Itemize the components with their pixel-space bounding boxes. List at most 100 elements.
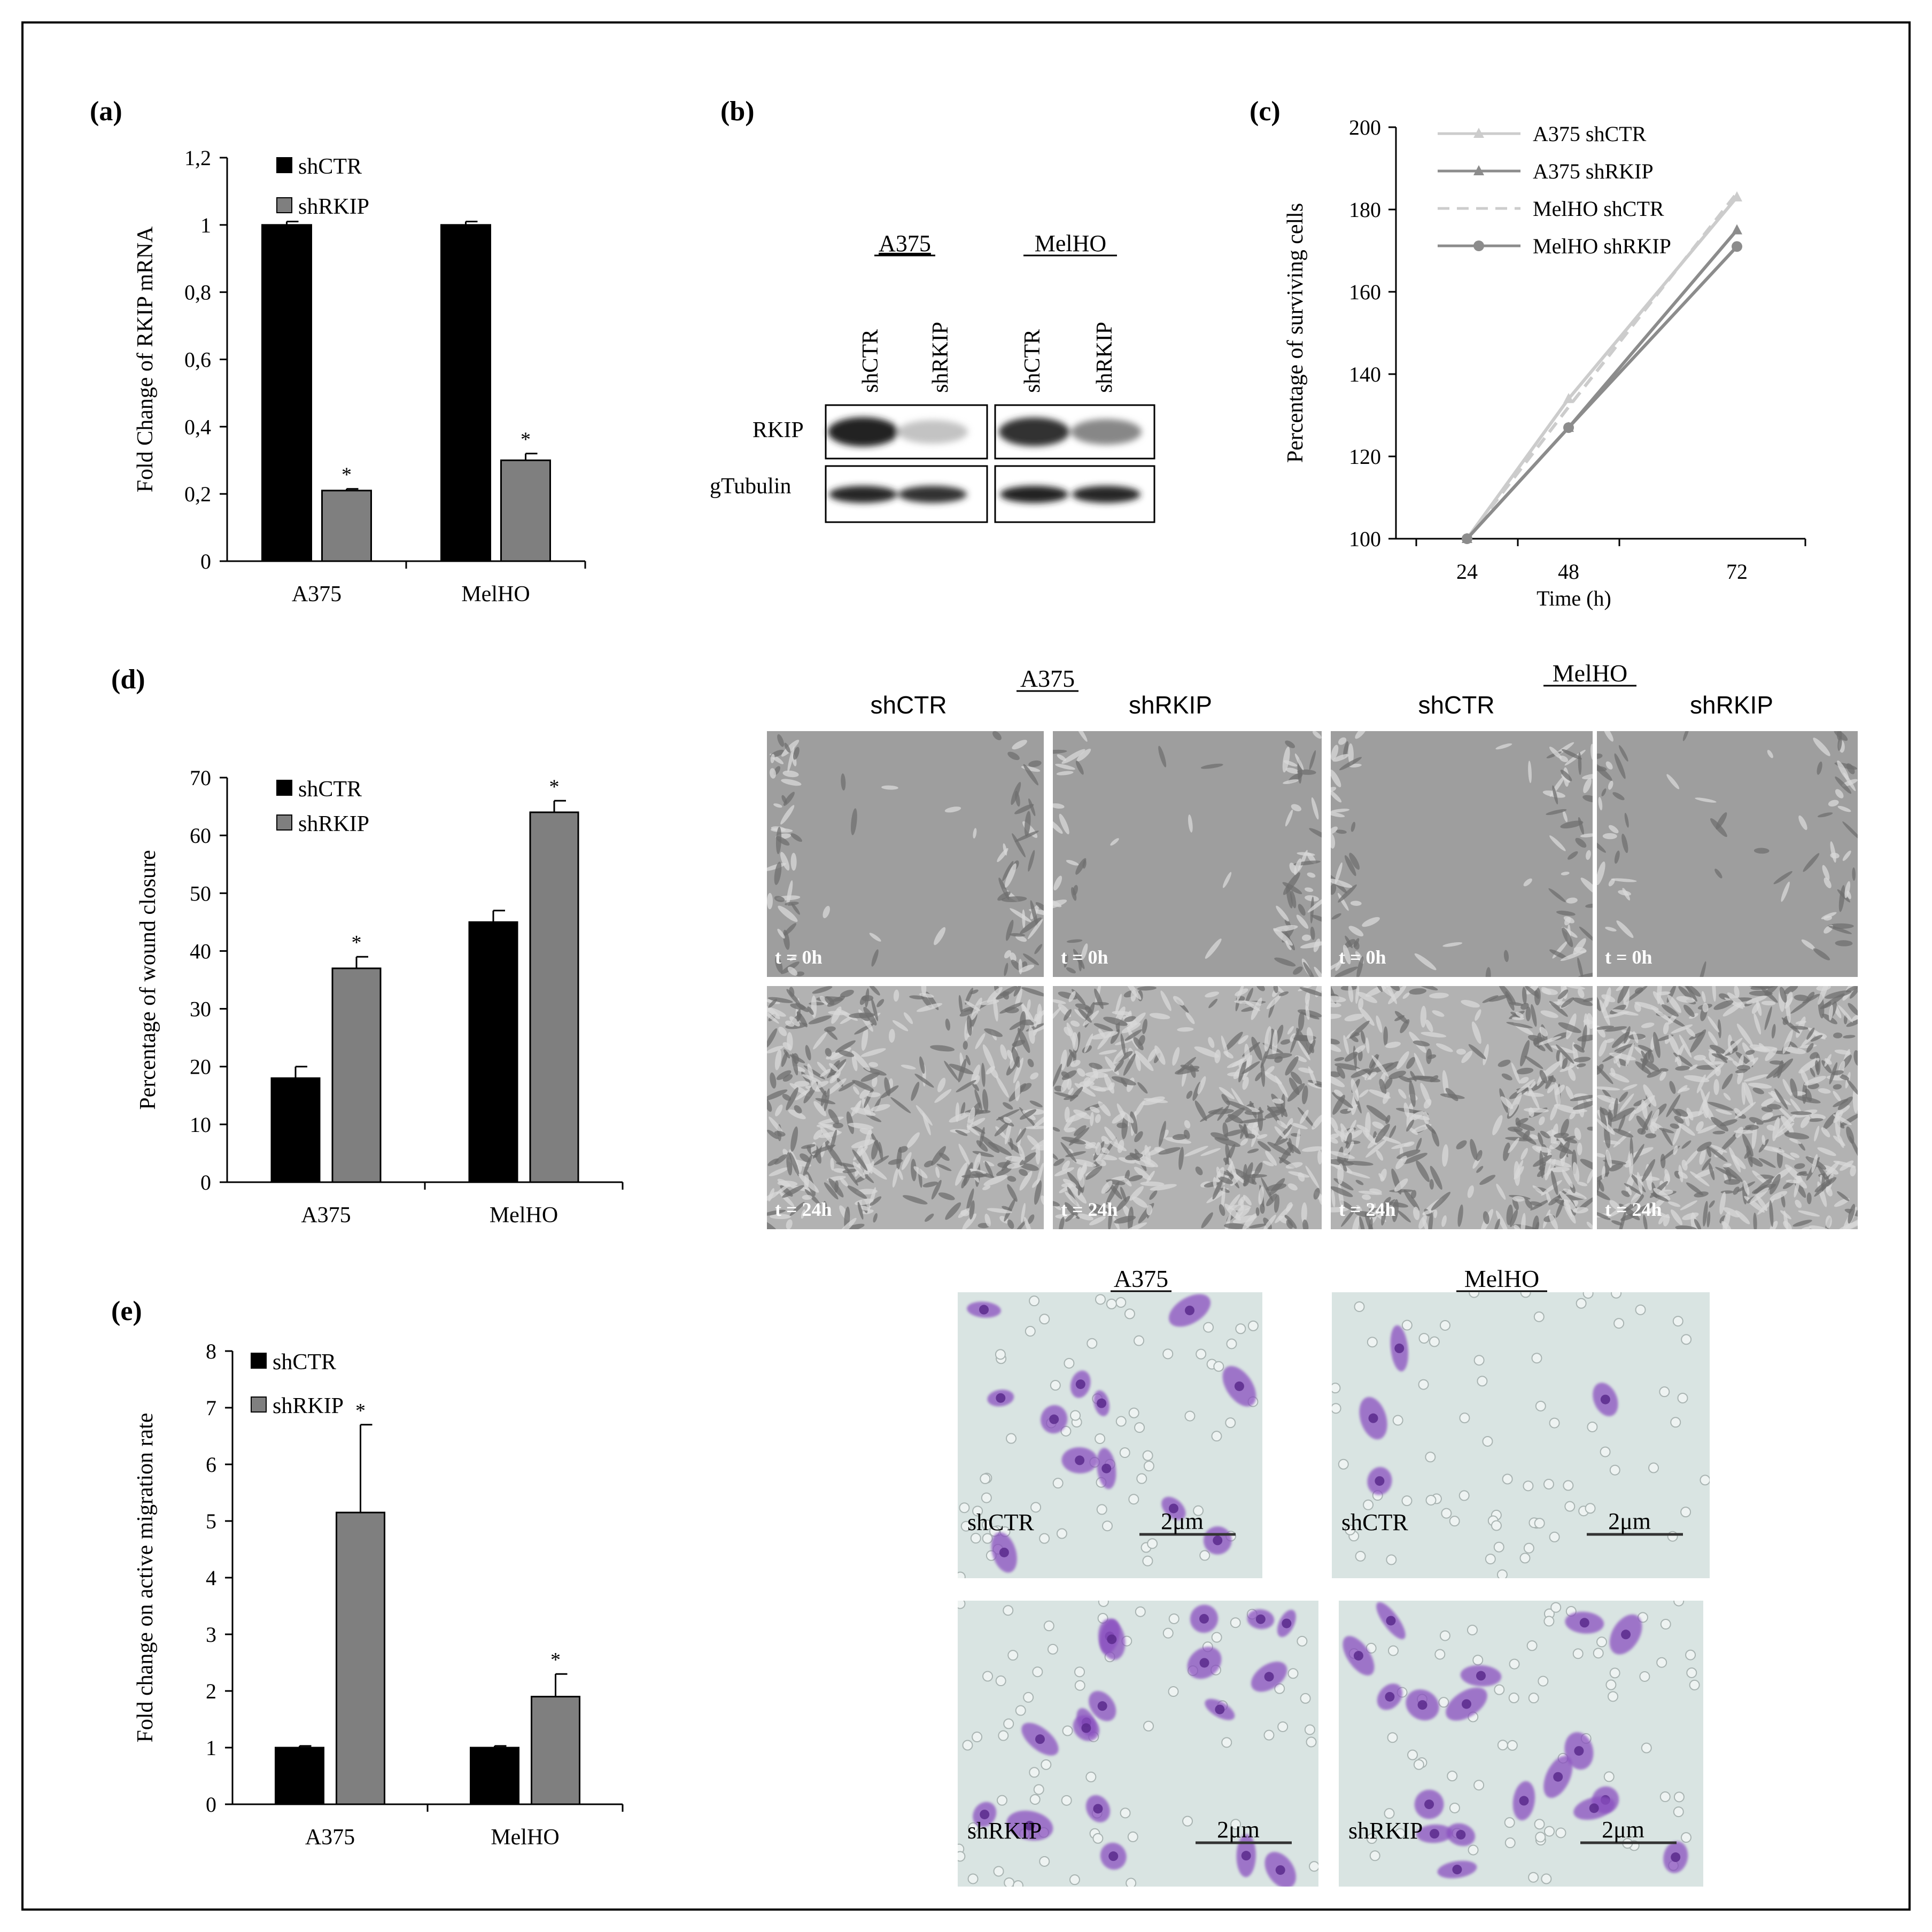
cell bbox=[1240, 1138, 1248, 1146]
cell bbox=[859, 1128, 873, 1135]
cell bbox=[767, 1007, 771, 1013]
cell bbox=[1468, 1044, 1486, 1060]
cell-nucleus bbox=[1097, 1398, 1107, 1408]
cell bbox=[1273, 928, 1293, 946]
cell bbox=[1495, 1210, 1509, 1229]
cell bbox=[1331, 744, 1339, 761]
series-line-MelHO shCTR bbox=[1465, 192, 1739, 540]
cell bbox=[983, 1175, 1007, 1186]
cell bbox=[1810, 1035, 1823, 1042]
bar-shCTR-MelHO bbox=[468, 921, 518, 1183]
cell bbox=[970, 989, 979, 995]
cell bbox=[1823, 915, 1832, 921]
cell bbox=[1332, 754, 1349, 762]
cell bbox=[1694, 1054, 1706, 1061]
membrane-pore bbox=[1211, 1632, 1222, 1643]
cell bbox=[767, 1028, 778, 1048]
cell bbox=[1243, 1162, 1253, 1186]
cell bbox=[1844, 881, 1851, 898]
membrane-pore bbox=[1611, 1292, 1622, 1299]
cell bbox=[1064, 1127, 1076, 1132]
cell bbox=[1496, 1183, 1506, 1200]
cell bbox=[1851, 1014, 1858, 1021]
cell bbox=[1640, 1058, 1661, 1072]
cell bbox=[767, 1209, 786, 1216]
cell bbox=[1583, 1019, 1593, 1025]
cell bbox=[785, 901, 799, 906]
cell bbox=[898, 1169, 903, 1180]
membrane-pore bbox=[1582, 1292, 1594, 1299]
cell bbox=[1066, 939, 1083, 943]
cell bbox=[1794, 1179, 1800, 1198]
cell bbox=[1560, 820, 1584, 829]
cell bbox=[1089, 1206, 1105, 1216]
cell bbox=[1601, 1166, 1605, 1180]
cell bbox=[892, 1020, 909, 1031]
cell bbox=[804, 1189, 821, 1206]
cell bbox=[1651, 1007, 1673, 1023]
cell bbox=[1824, 877, 1832, 888]
cell bbox=[1616, 920, 1634, 938]
cell bbox=[1431, 1129, 1440, 1147]
cell bbox=[1685, 1149, 1699, 1166]
cell bbox=[973, 1153, 981, 1173]
cell bbox=[1077, 1213, 1093, 1221]
cell bbox=[1709, 1200, 1715, 1208]
cell bbox=[1061, 749, 1085, 764]
transwell-image-tile: shCTR 2μm bbox=[958, 1292, 1262, 1578]
cell bbox=[1508, 1137, 1519, 1153]
cell bbox=[1789, 1041, 1798, 1050]
cell bbox=[1064, 1027, 1073, 1036]
membrane-pore bbox=[1413, 1759, 1424, 1770]
cell bbox=[1548, 1076, 1556, 1083]
membrane-pore bbox=[1012, 1880, 1023, 1887]
cell bbox=[1633, 1031, 1639, 1044]
cell-nucleus bbox=[1097, 1701, 1107, 1711]
cell bbox=[1403, 1153, 1427, 1164]
membrane-pore bbox=[1062, 1725, 1073, 1736]
cell bbox=[1313, 1188, 1320, 1200]
cell bbox=[1416, 1137, 1422, 1151]
x-tick-label: A375 bbox=[292, 582, 342, 607]
cell bbox=[1821, 1127, 1830, 1138]
cell bbox=[1577, 957, 1584, 977]
cell bbox=[870, 1196, 882, 1206]
membrane-pore bbox=[1386, 1554, 1397, 1565]
cell bbox=[1362, 1194, 1371, 1200]
cell bbox=[1551, 1170, 1558, 1195]
data-point bbox=[1732, 241, 1742, 252]
cell bbox=[1834, 1198, 1850, 1207]
cell bbox=[1106, 1181, 1120, 1205]
membrane-pore bbox=[958, 1851, 966, 1862]
cell bbox=[1503, 1142, 1510, 1161]
cell bbox=[1758, 1158, 1776, 1168]
cell bbox=[804, 1174, 809, 1189]
cell bbox=[1671, 1024, 1693, 1034]
membrane-pore bbox=[1039, 1533, 1050, 1544]
transwell-image bbox=[958, 1601, 1318, 1887]
cell bbox=[1555, 1199, 1564, 1218]
cell bbox=[783, 1049, 790, 1059]
cell bbox=[1337, 893, 1349, 911]
cell-nucleus bbox=[1476, 1671, 1486, 1681]
cell bbox=[1795, 1020, 1806, 1025]
cell bbox=[955, 1130, 968, 1136]
legend-marker bbox=[1473, 240, 1484, 251]
cell bbox=[1028, 1214, 1035, 1224]
cell bbox=[1562, 1169, 1573, 1188]
cell bbox=[865, 988, 870, 1008]
cell bbox=[1828, 925, 1852, 934]
cell bbox=[1539, 1150, 1544, 1178]
cell bbox=[1331, 913, 1341, 920]
cell bbox=[813, 1032, 827, 1050]
membrane-pore bbox=[1120, 1807, 1131, 1819]
cell bbox=[1224, 1107, 1245, 1123]
cell bbox=[1149, 1190, 1158, 1200]
cell bbox=[1118, 1157, 1135, 1164]
panel-c-letter: (c) bbox=[1250, 96, 1281, 127]
cell bbox=[987, 1208, 1012, 1214]
membrane-pore bbox=[1056, 1528, 1067, 1539]
membrane-pore bbox=[972, 1732, 983, 1743]
cell bbox=[1028, 1027, 1035, 1044]
cell bbox=[1721, 1073, 1733, 1090]
